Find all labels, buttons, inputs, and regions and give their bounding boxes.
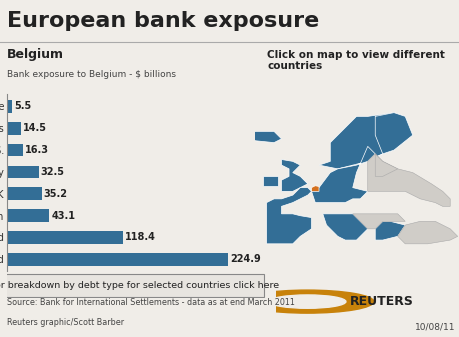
Polygon shape xyxy=(262,176,277,186)
Polygon shape xyxy=(266,188,311,244)
Text: 10/08/11: 10/08/11 xyxy=(414,323,454,331)
Polygon shape xyxy=(311,186,319,191)
Text: REUTERS: REUTERS xyxy=(349,295,412,308)
Polygon shape xyxy=(375,154,397,176)
Text: For breakdown by debt type for selected countries click here: For breakdown by debt type for selected … xyxy=(0,281,278,289)
Bar xyxy=(7,144,23,156)
Text: 5.5: 5.5 xyxy=(14,101,32,111)
Polygon shape xyxy=(319,113,412,169)
Polygon shape xyxy=(397,221,457,244)
Polygon shape xyxy=(375,113,412,154)
Polygon shape xyxy=(367,154,449,206)
Text: 224.9: 224.9 xyxy=(230,254,260,264)
Bar xyxy=(7,100,12,113)
Text: 14.5: 14.5 xyxy=(23,123,47,133)
Polygon shape xyxy=(247,131,281,143)
Polygon shape xyxy=(281,159,307,191)
Bar xyxy=(7,122,21,134)
Text: Reuters graphic/Scott Barber: Reuters graphic/Scott Barber xyxy=(7,318,124,327)
Text: 32.5: 32.5 xyxy=(41,167,65,177)
Text: Bank exposure to Belgium - $ billions: Bank exposure to Belgium - $ billions xyxy=(7,70,175,79)
Bar xyxy=(7,187,41,200)
Circle shape xyxy=(241,290,373,313)
Bar xyxy=(7,231,123,244)
Bar xyxy=(7,209,49,222)
Text: Belgium: Belgium xyxy=(7,48,64,61)
Text: Source: Bank for International Settlements - data as at end March 2011: Source: Bank for International Settlemen… xyxy=(7,298,294,307)
Text: 35.2: 35.2 xyxy=(44,189,67,199)
Polygon shape xyxy=(322,214,367,240)
Polygon shape xyxy=(352,214,404,229)
Polygon shape xyxy=(311,146,375,203)
Text: 118.4: 118.4 xyxy=(125,233,156,242)
Text: European bank exposure: European bank exposure xyxy=(7,11,319,31)
Text: Click on map to view different
countries: Click on map to view different countries xyxy=(267,50,444,71)
Bar xyxy=(7,253,228,266)
Polygon shape xyxy=(337,154,382,169)
Text: 16.3: 16.3 xyxy=(25,145,49,155)
Circle shape xyxy=(269,295,345,308)
Polygon shape xyxy=(375,221,404,240)
Bar xyxy=(7,165,39,178)
Text: 43.1: 43.1 xyxy=(51,211,75,221)
FancyBboxPatch shape xyxy=(4,274,263,297)
